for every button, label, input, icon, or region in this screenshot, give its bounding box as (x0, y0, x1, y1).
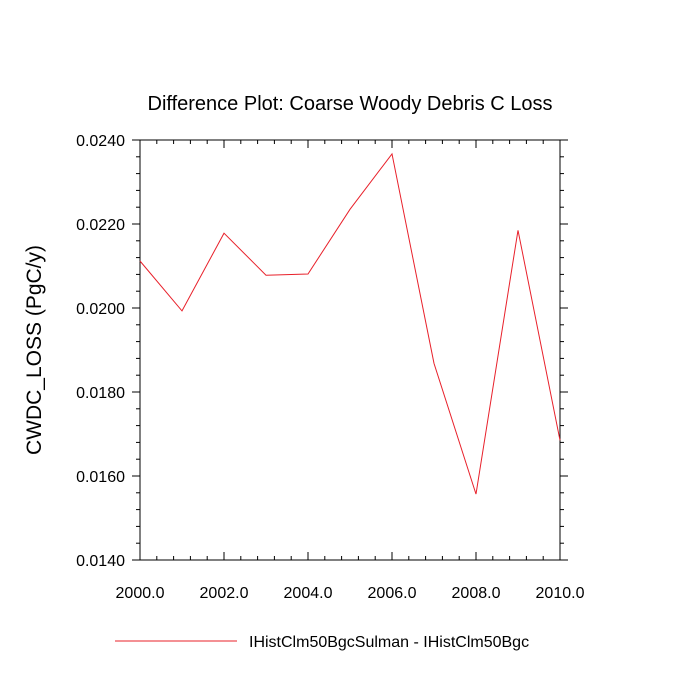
x-tick-label: 2010.0 (536, 585, 585, 602)
chart-title: Difference Plot: Coarse Woody Debris C L… (148, 93, 553, 115)
y-axis: 0.0140 0.0160 0.0180 0.0200 0.0220 0.0240 (76, 133, 568, 570)
y-tick-label: 0.0160 (76, 469, 125, 486)
y-tick-label: 0.0180 (76, 385, 125, 402)
x-tick-label: 2006.0 (368, 585, 417, 602)
x-tick-label: 2004.0 (284, 585, 333, 602)
x-axis: 2000.0 2002.0 2004.0 2006.0 2008.0 2010.0 (116, 140, 585, 602)
legend: IHistClm50BgcSulman - IHistClm50Bgc (115, 634, 529, 651)
x-tick-label: 2000.0 (116, 585, 165, 602)
x-tick-label: 2008.0 (452, 585, 501, 602)
plot-frame (139, 139, 561, 561)
legend-label: IHistClm50BgcSulman - IHistClm50Bgc (249, 634, 529, 651)
y-axis-label: CWDC_LOSS (PgC/y) (23, 245, 46, 455)
x-tick-label: 2002.0 (200, 585, 249, 602)
series-layer (139, 152, 561, 495)
series-line (139, 152, 561, 495)
y-tick-label: 0.0240 (76, 133, 125, 150)
y-tick-label: 0.0200 (76, 301, 125, 318)
y-tick-label: 0.0220 (76, 217, 125, 234)
y-tick-label: 0.0140 (76, 553, 125, 570)
